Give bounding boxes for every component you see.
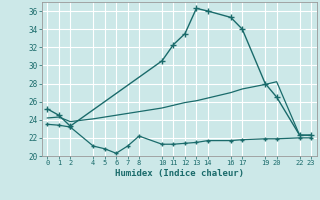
X-axis label: Humidex (Indice chaleur): Humidex (Indice chaleur) [115,169,244,178]
